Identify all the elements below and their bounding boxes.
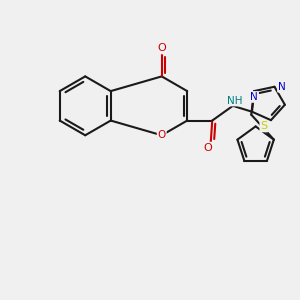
Text: NH: NH	[226, 95, 242, 106]
Text: N: N	[278, 82, 286, 92]
Text: N: N	[250, 92, 258, 102]
Text: O: O	[157, 44, 166, 53]
Text: O: O	[158, 130, 166, 140]
Text: S: S	[260, 122, 267, 131]
Text: O: O	[203, 142, 212, 153]
